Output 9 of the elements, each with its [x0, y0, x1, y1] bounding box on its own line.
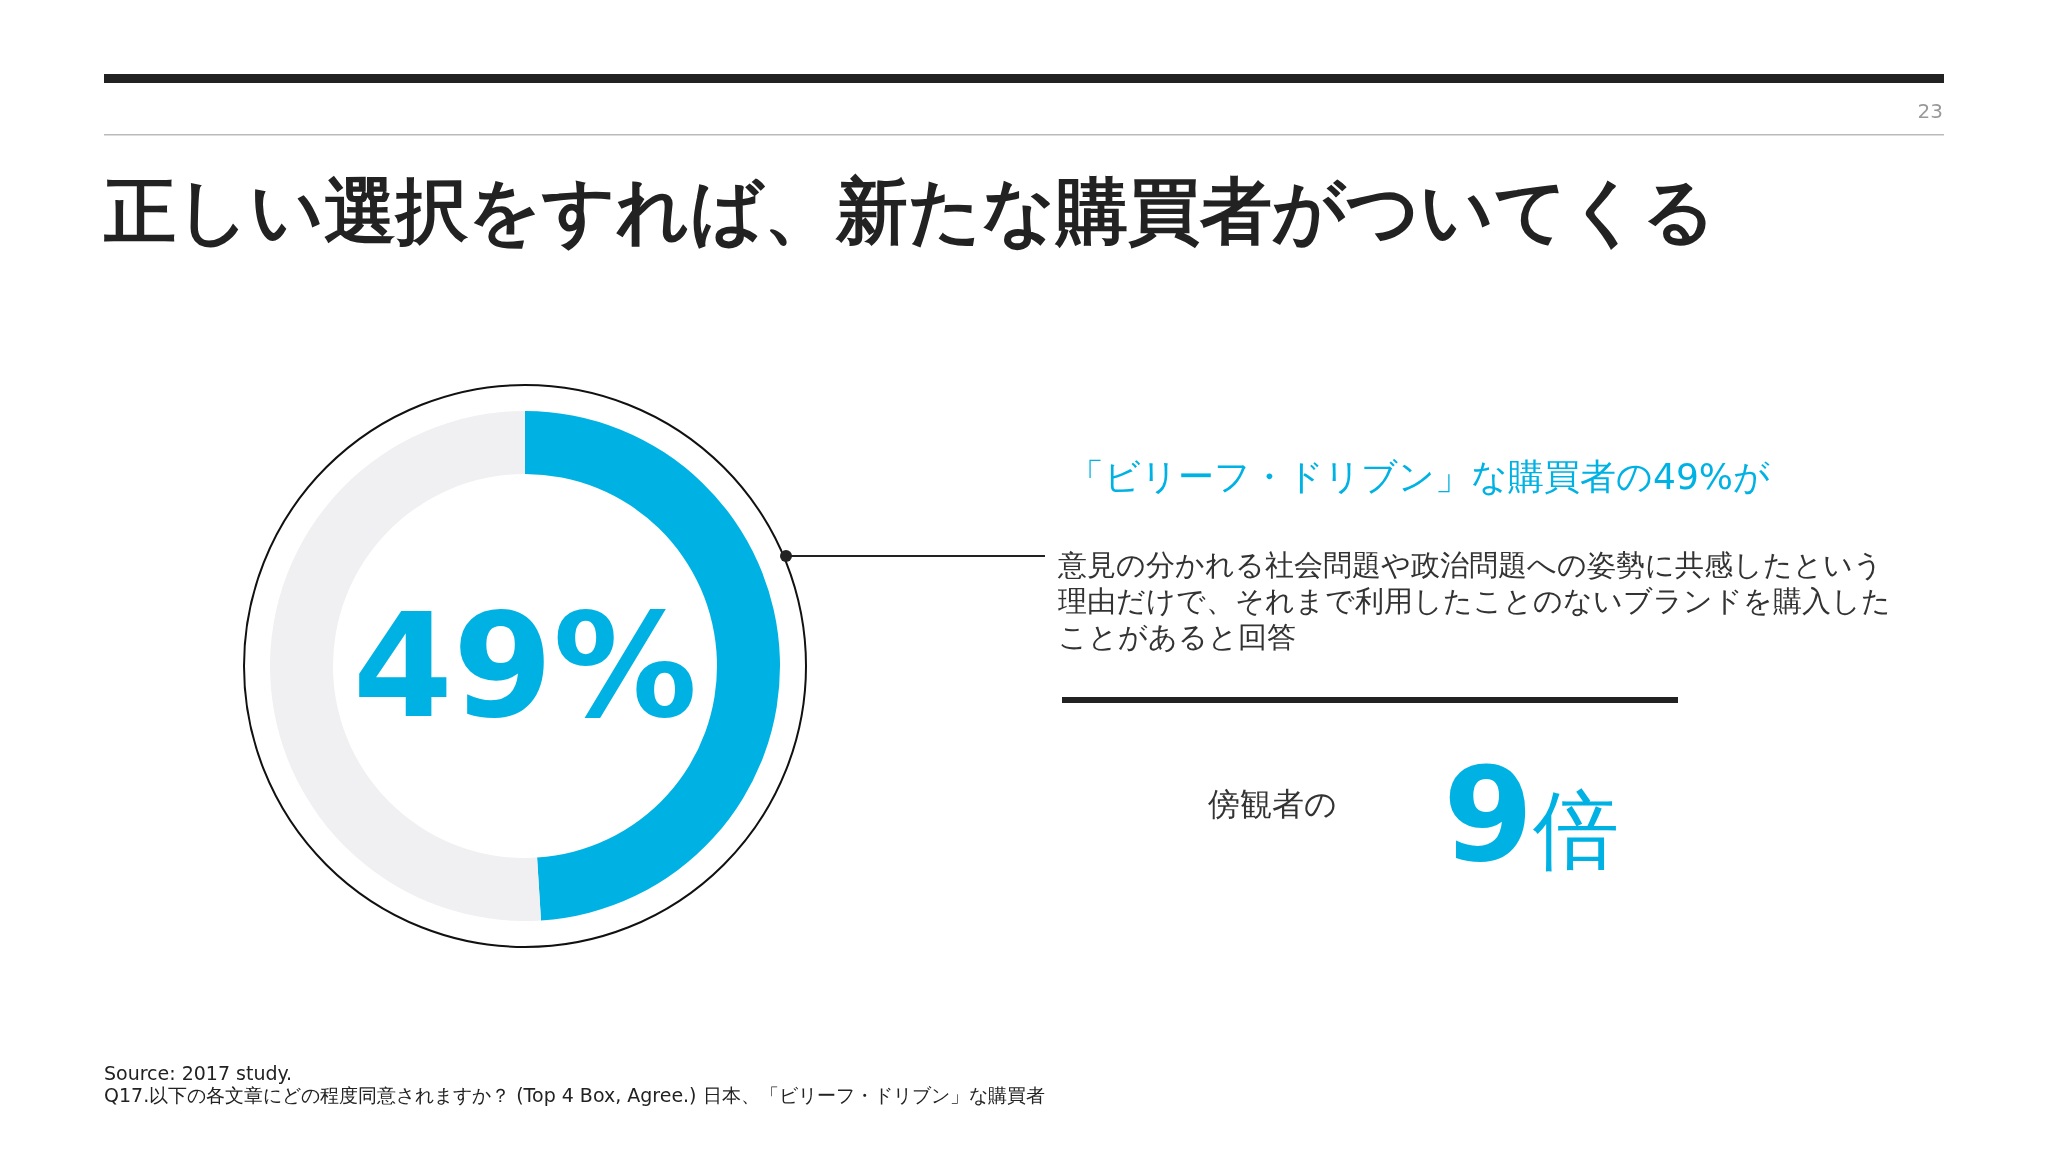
source-note: Source: 2017 study. — [104, 1062, 293, 1084]
text: 23 — [1917, 99, 1943, 123]
text: 意見の分かれる社会問題や政治問題への姿勢に共感したという理由だけで、それまで利用したことのないブランドを購入したことがあると回答 — [1057, 548, 1891, 654]
text: 傍観者の — [1208, 785, 1337, 823]
text: Q17.以下の各文章にどの程度同意されますか？ (Top 4 Box, Agree.) 日本、「ビリーフ・ドリブン」な購買者 — [104, 1084, 1045, 1106]
text: 9倍 — [1443, 739, 1620, 891]
text: 「ビリーフ・ドリブン」な購買者の49%が — [1068, 456, 1771, 497]
data-label: 49% — [352, 582, 698, 750]
chart-title: 正しい選択をすれば、新たな購買者がついてくる — [103, 169, 1716, 253]
